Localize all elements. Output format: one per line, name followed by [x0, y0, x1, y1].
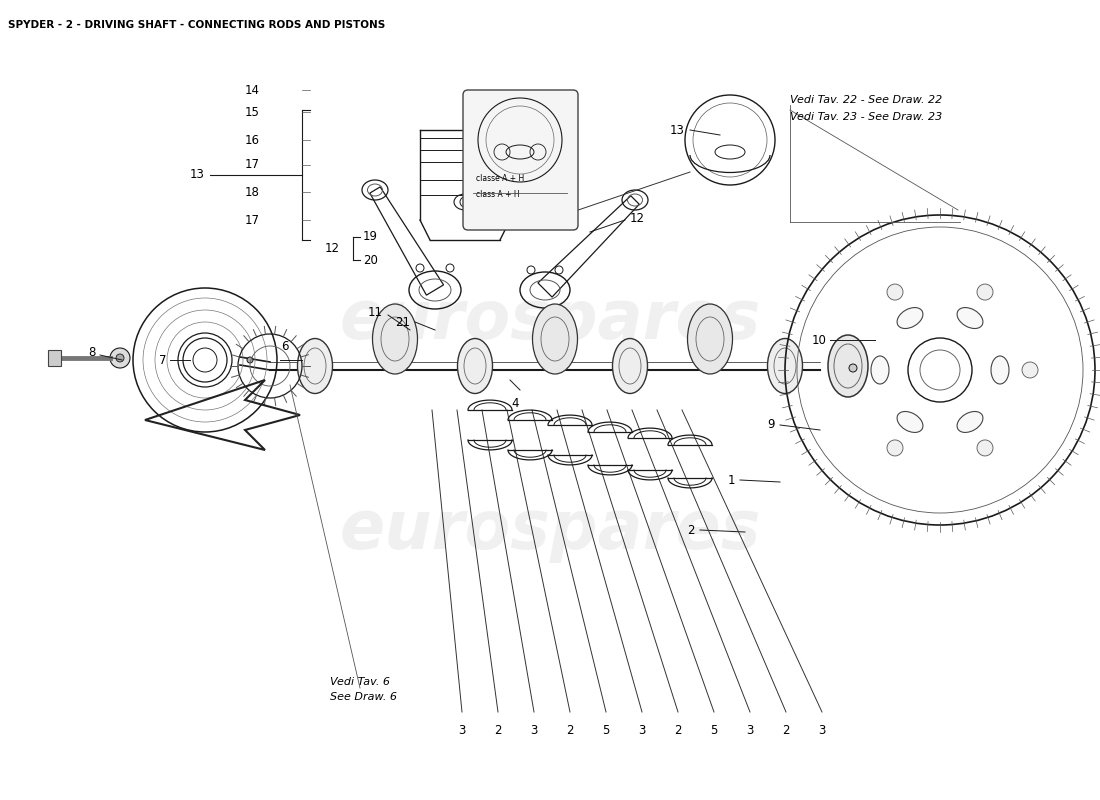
Circle shape: [887, 440, 903, 456]
Text: 12: 12: [324, 242, 340, 255]
Circle shape: [977, 284, 993, 300]
Text: 2: 2: [688, 523, 695, 537]
Text: 10: 10: [812, 334, 827, 346]
Text: 3: 3: [746, 723, 754, 737]
Text: classe A + H: classe A + H: [476, 174, 525, 183]
Ellipse shape: [613, 338, 648, 394]
Text: Vedi Tav. 22 - See Draw. 22: Vedi Tav. 22 - See Draw. 22: [790, 95, 943, 105]
Ellipse shape: [828, 335, 868, 397]
Ellipse shape: [991, 356, 1009, 384]
Text: 11: 11: [368, 306, 383, 319]
Text: 2: 2: [566, 723, 574, 737]
Ellipse shape: [957, 411, 983, 433]
Ellipse shape: [458, 338, 493, 394]
Text: 18: 18: [245, 186, 260, 198]
Text: 9: 9: [768, 418, 776, 431]
Text: class A + H: class A + H: [476, 190, 519, 199]
Text: SPYDER - 2 - DRIVING SHAFT - CONNECTING RODS AND PISTONS: SPYDER - 2 - DRIVING SHAFT - CONNECTING …: [8, 20, 385, 30]
Text: 16: 16: [245, 134, 260, 146]
Text: 2: 2: [782, 723, 790, 737]
Circle shape: [887, 284, 903, 300]
Circle shape: [1022, 362, 1038, 378]
Text: 4: 4: [512, 397, 519, 410]
Text: eurospares: eurospares: [339, 497, 761, 563]
Text: Vedi Tav. 23 - See Draw. 23: Vedi Tav. 23 - See Draw. 23: [790, 112, 943, 122]
Ellipse shape: [373, 304, 418, 374]
Text: 21: 21: [395, 315, 410, 329]
Ellipse shape: [768, 338, 803, 394]
Text: 20: 20: [363, 254, 378, 266]
Text: 2: 2: [674, 723, 682, 737]
Ellipse shape: [898, 307, 923, 329]
Text: 3: 3: [459, 723, 465, 737]
Text: 3: 3: [818, 723, 826, 737]
Text: 1: 1: [727, 474, 735, 486]
Polygon shape: [48, 350, 60, 366]
Text: 6: 6: [282, 340, 288, 353]
Text: 12: 12: [630, 211, 645, 225]
Ellipse shape: [532, 304, 578, 374]
Text: 5: 5: [603, 723, 609, 737]
Ellipse shape: [957, 307, 983, 329]
Ellipse shape: [898, 411, 923, 433]
Text: eurospares: eurospares: [339, 287, 761, 353]
Circle shape: [116, 354, 124, 362]
Ellipse shape: [688, 304, 733, 374]
Text: 13: 13: [670, 123, 685, 137]
Circle shape: [842, 362, 858, 378]
Ellipse shape: [871, 356, 889, 384]
Ellipse shape: [297, 338, 332, 394]
Text: 5: 5: [711, 723, 717, 737]
Text: 2: 2: [494, 723, 502, 737]
Text: 7: 7: [160, 354, 167, 366]
Text: 3: 3: [530, 723, 538, 737]
Text: 3: 3: [638, 723, 646, 737]
Circle shape: [110, 348, 130, 368]
Text: 8: 8: [89, 346, 96, 359]
Text: 15: 15: [245, 106, 260, 118]
Text: 19: 19: [363, 230, 378, 243]
Circle shape: [248, 357, 253, 363]
Text: 13: 13: [190, 169, 205, 182]
Text: 17: 17: [245, 214, 260, 226]
Circle shape: [977, 440, 993, 456]
Circle shape: [849, 364, 857, 372]
Text: See Draw. 6: See Draw. 6: [330, 692, 397, 702]
Text: 17: 17: [245, 158, 260, 171]
Text: 14: 14: [245, 83, 260, 97]
Text: Vedi Tav. 6: Vedi Tav. 6: [330, 677, 390, 687]
FancyBboxPatch shape: [463, 90, 578, 230]
